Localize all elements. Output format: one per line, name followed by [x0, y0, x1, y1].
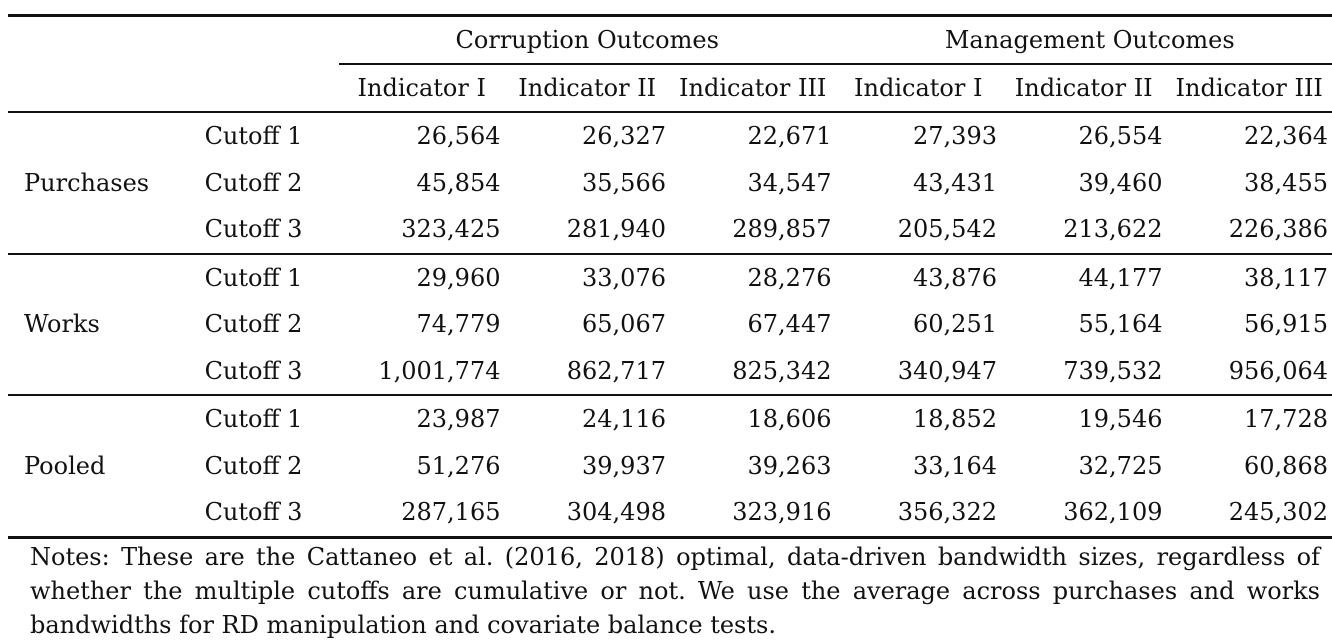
- value-cell: 38,117: [1166, 252, 1332, 301]
- value-cell: 26,564: [338, 111, 505, 160]
- value-cell: 65,067: [582, 310, 666, 339]
- value-cell: 17,728: [1166, 394, 1332, 443]
- value-cell: 26,554: [1000, 111, 1167, 160]
- column-header: Indicator II: [1000, 64, 1167, 113]
- value-cell: 323,425: [401, 215, 501, 244]
- cutoff-label: Cutoff 2: [204, 310, 303, 339]
- value-cell: 340,947: [897, 356, 997, 385]
- value-cell: 33,164: [913, 451, 997, 480]
- value-cell: 44,177: [1000, 252, 1167, 301]
- value-cell: 60,251: [913, 310, 997, 339]
- value-cell: 287,165: [338, 489, 505, 539]
- value-cell: 67,447: [747, 310, 832, 339]
- value-cell: 55,164: [1078, 310, 1163, 339]
- value-cell: 45,854: [416, 168, 501, 197]
- cutoff-label: Cutoff 2: [204, 168, 303, 197]
- value-cell: 356,322: [835, 489, 1001, 539]
- value-cell: 289,857: [732, 215, 832, 244]
- value-cell: 32,725: [1078, 451, 1163, 480]
- value-cell: 213,622: [1063, 215, 1163, 244]
- value-cell: 39,937: [582, 451, 666, 480]
- value-cell: 245,302: [1166, 489, 1332, 539]
- top-rule: [8, 14, 1332, 18]
- value-cell: 38,455: [1244, 168, 1328, 197]
- value-cell: 956,064: [1228, 356, 1328, 385]
- table-row: Cutoff 1 29,960 33,076 28,276 43,876 44,177 38…: [8, 252, 1332, 301]
- value-cell: 18,606: [669, 394, 836, 443]
- management-outcomes-header: Management Outcomes: [835, 17, 1332, 65]
- group-label: Pooled: [24, 451, 106, 480]
- group-header-row: Corruption Outcomes Management Outcomes: [8, 17, 1332, 65]
- value-cell: 27,393: [835, 111, 1001, 160]
- value-cell: 226,386: [1228, 215, 1328, 244]
- table-row: Cutoff 1 23,987 24,116 18,606 18,852 19,546 17…: [8, 394, 1332, 443]
- table-row: Cutoff 3 287,165 304,498 323,916 356,322 362,…: [8, 489, 1332, 539]
- cutoff-label: Cutoff 1: [194, 394, 339, 443]
- column-header: Indicator III: [669, 64, 836, 113]
- group-label: Purchases: [24, 168, 150, 197]
- table-row: Purchases Cutoff 2 45,854 35,566 34,547 43,43…: [8, 160, 1332, 207]
- value-cell: 43,431: [913, 168, 997, 197]
- table-row: Pooled Cutoff 2 51,276 39,937 39,263 33,164 32…: [8, 443, 1332, 490]
- column-header: Indicator II: [504, 64, 670, 113]
- value-cell: 39,263: [747, 451, 832, 480]
- value-cell: 24,116: [504, 394, 670, 443]
- cutoff-label: Cutoff 3: [204, 356, 303, 385]
- corruption-outcomes-header: Corruption Outcomes: [338, 17, 836, 65]
- cutoff-label: Cutoff 1: [194, 111, 339, 160]
- value-cell: 39,460: [1078, 168, 1163, 197]
- value-cell: 739,532: [1063, 356, 1163, 385]
- column-header: Indicator I: [835, 64, 1001, 113]
- value-cell: 862,717: [566, 356, 666, 385]
- value-cell: 205,542: [897, 215, 997, 244]
- value-cell: 51,276: [416, 451, 501, 480]
- value-cell: 362,109: [1000, 489, 1167, 539]
- value-cell: 43,876: [835, 252, 1001, 301]
- table-notes: Notes: These are the Cattaneo et al. (20…: [30, 543, 1320, 639]
- value-cell: 825,342: [732, 356, 832, 385]
- value-cell: 304,498: [504, 489, 670, 539]
- cutoff-label: Cutoff 3: [194, 489, 339, 539]
- value-cell: 74,779: [416, 310, 501, 339]
- table-row: Cutoff 3 1,001,774 862,717 825,342 340,947 73…: [8, 348, 1332, 396]
- value-cell: 323,916: [669, 489, 836, 539]
- value-cell: 19,546: [1000, 394, 1167, 443]
- column-header: Indicator I: [338, 64, 505, 113]
- value-cell: 28,276: [669, 252, 836, 301]
- column-header: Indicator III: [1166, 64, 1332, 113]
- value-cell: 281,940: [566, 215, 666, 244]
- value-cell: 26,327: [504, 111, 670, 160]
- table-row: Works Cutoff 2 74,779 65,067 67,447 60,251 55,…: [8, 301, 1332, 348]
- table-row: Cutoff 1 26,564 26,327 22,671 27,393 26,554 22…: [8, 111, 1332, 160]
- value-cell: 18,852: [835, 394, 1001, 443]
- column-header-row: Indicator I Indicator II Indicator III I…: [8, 64, 1332, 113]
- value-cell: 22,671: [669, 111, 836, 160]
- value-cell: 34,547: [747, 168, 832, 197]
- cutoff-label: Cutoff 2: [204, 451, 303, 480]
- value-cell: 1,001,774: [378, 356, 501, 385]
- value-cell: 23,987: [338, 394, 505, 443]
- value-cell: 22,364: [1166, 111, 1332, 160]
- value-cell: 35,566: [582, 168, 666, 197]
- value-cell: 29,960: [338, 252, 505, 301]
- group-label: Works: [24, 310, 100, 339]
- value-cell: 60,868: [1244, 451, 1328, 480]
- value-cell: 33,076: [504, 252, 670, 301]
- cutoff-label: Cutoff 1: [194, 252, 339, 301]
- cutoff-label: Cutoff 3: [204, 215, 303, 244]
- value-cell: 56,915: [1244, 310, 1328, 339]
- bandwidth-table: Corruption Outcomes Management Outcomes …: [8, 14, 1332, 539]
- table-row: Cutoff 3 323,425 281,940 289,857 205,542 213,…: [8, 206, 1332, 254]
